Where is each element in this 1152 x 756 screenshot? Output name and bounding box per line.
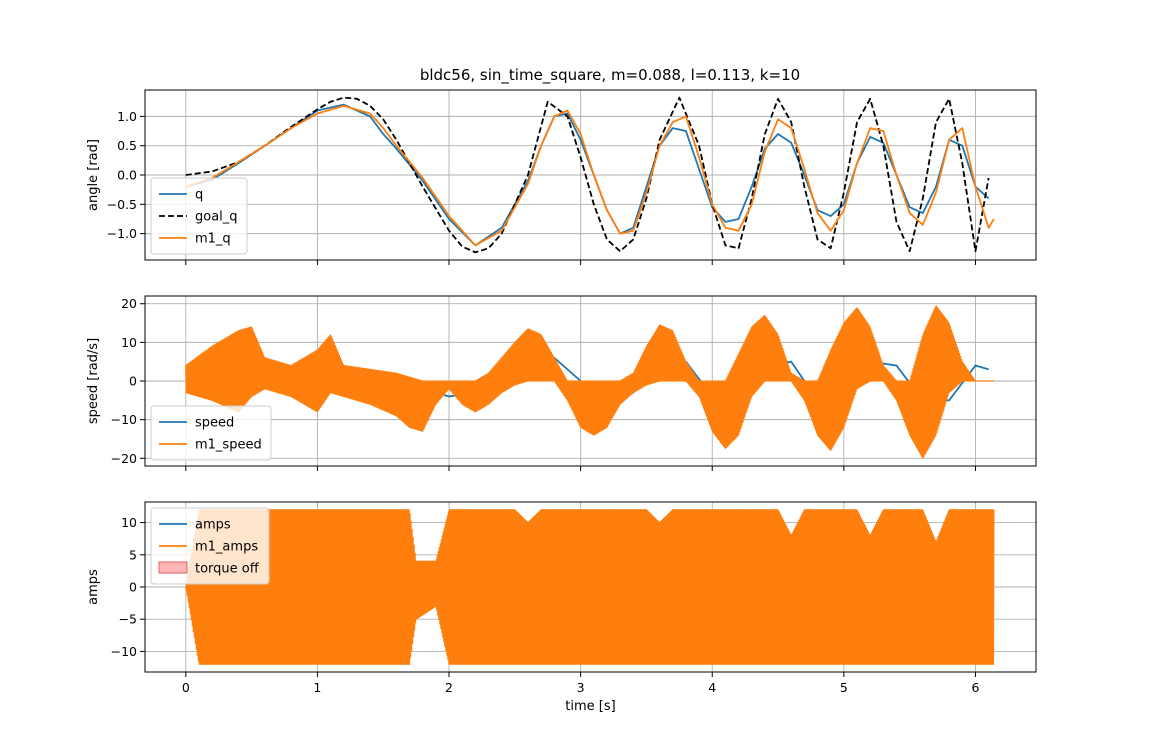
series-line-goal_q: [185, 96, 990, 254]
y-tick-label-0: −10: [111, 644, 137, 659]
series-line-q: [185, 103, 990, 247]
y-tick-label-3: 10: [121, 335, 137, 350]
legend-label-m1_q: m1_q: [195, 232, 231, 247]
y-tick-label-3: 5: [129, 547, 137, 562]
y-tick-label-1: −0.5: [107, 197, 137, 212]
y-axis-label-angle: angle [rad]: [86, 139, 101, 211]
legend-box: [150, 405, 272, 461]
legend-angle: q goal_q m1_q: [150, 177, 248, 255]
x-tick-label-5: 5: [840, 680, 848, 695]
figure-title: bldc56, sin_time_square, m=0.088, l=0.11…: [420, 66, 800, 85]
x-tick-label-0: 0: [182, 680, 190, 695]
subplot-amps: 0 1 2 3 4 5 6 −10 −5 0 5 10 amps time [s] amps m1_ampst…: [86, 501, 1037, 714]
y-tick-label-4: 10: [121, 515, 137, 530]
legend-label-speed: speed: [195, 416, 234, 431]
x-tick-label-1: 1: [313, 680, 321, 695]
x-tick-label-2: 2: [445, 680, 453, 695]
subplot-speed: −20 −10 0 10 20 speed [rad/s] speed m1_speed: [86, 295, 1037, 471]
legend-label-q: q: [195, 188, 203, 203]
subplot-angle: −1.0 −0.5 0.0 0.5 1.0 angle [rad] q goal_q m1_q: [86, 89, 1037, 265]
plot-area-angle: [185, 96, 995, 254]
y-axis-label-speed: speed [rad/s]: [86, 338, 101, 424]
legend-box: [150, 177, 248, 255]
legend-speed: speed m1_speed: [150, 405, 272, 461]
y-tick-label-0: −1.0: [107, 226, 137, 241]
y-tick-label-4: 20: [121, 296, 137, 311]
legend-swatch-torque-off: [158, 561, 188, 574]
x-tick-label-4: 4: [708, 680, 716, 695]
y-tick-label-1: −5: [119, 612, 137, 627]
series-line-m1_speed: [185, 305, 995, 459]
y-tick-label-1: −10: [111, 412, 137, 427]
legend-label-amps: amps: [195, 518, 231, 533]
y-tick-label-4: 1.0: [117, 109, 137, 124]
x-tick-label-6: 6: [971, 680, 979, 695]
x-axis-label: time [s]: [565, 699, 615, 714]
y-tick-label-2: 0.0: [117, 168, 137, 183]
y-tick-label-2: 0: [129, 580, 137, 595]
legend-label-m1_amps: m1_amps: [195, 540, 258, 555]
x-tick-label-3: 3: [577, 680, 585, 695]
legend-label-m1_speed: m1_speed: [195, 438, 262, 453]
legend-label-torque-off: torque off: [195, 562, 260, 577]
legend-label-goal_q: goal_q: [195, 210, 238, 225]
y-tick-label-2: 0: [129, 374, 137, 389]
series-line-m1_q: [185, 104, 995, 247]
series-line-m1_amps: [185, 509, 995, 665]
plot-area-amps: [185, 509, 995, 665]
y-axis-label-amps: amps: [86, 569, 101, 605]
y-tick-label-0: −20: [111, 451, 137, 466]
plot-area-speed: [185, 305, 995, 459]
y-tick-label-3: 0.5: [117, 138, 137, 153]
